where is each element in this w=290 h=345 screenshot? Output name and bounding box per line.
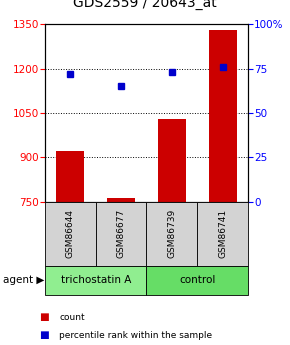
Bar: [158, 119, 186, 202]
Text: GSM86677: GSM86677: [117, 209, 126, 258]
Text: percentile rank within the sample: percentile rank within the sample: [59, 331, 213, 340]
Text: GSM86739: GSM86739: [167, 209, 176, 258]
Text: ■: ■: [39, 331, 49, 340]
Text: count: count: [59, 313, 85, 322]
Bar: [56, 151, 84, 202]
Text: agent ▶: agent ▶: [3, 275, 44, 285]
Text: GSM86644: GSM86644: [66, 209, 75, 258]
Text: GSM86741: GSM86741: [218, 209, 227, 258]
Text: ■: ■: [39, 313, 49, 322]
Text: control: control: [179, 275, 215, 285]
Bar: [209, 30, 237, 202]
Text: trichostatin A: trichostatin A: [61, 275, 131, 285]
Bar: [107, 198, 135, 202]
Text: GDS2559 / 20643_at: GDS2559 / 20643_at: [73, 0, 217, 10]
